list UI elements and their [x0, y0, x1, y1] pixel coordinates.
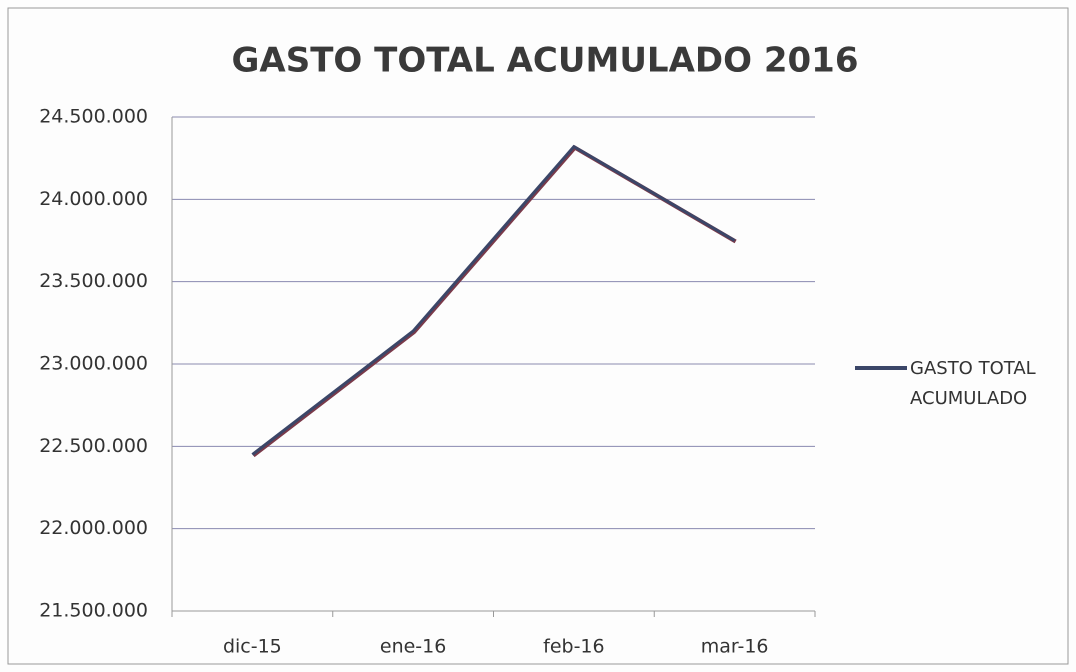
- y-tick-label: 24.500.000: [39, 106, 148, 128]
- y-tick-label: 22.000.000: [39, 517, 148, 539]
- y-tick-label: 21.500.000: [39, 600, 148, 622]
- chart-title: GASTO TOTAL ACUMULADO 2016: [232, 41, 859, 81]
- chart-border: [7, 7, 1069, 665]
- x-tick-label: mar-16: [701, 636, 769, 658]
- x-tick-label: ene-16: [380, 636, 446, 658]
- line-shadow: [252, 145, 737, 458]
- y-tick-label: 23.500.000: [39, 270, 148, 292]
- y-tick-label: 24.000.000: [39, 188, 148, 210]
- y-tick-label: 22.500.000: [39, 435, 148, 457]
- series-line: [251, 144, 736, 456]
- x-tick-label: dic-15: [223, 636, 282, 658]
- y-tick-label: 23.000.000: [39, 353, 148, 375]
- x-tick-label: feb-16: [543, 636, 604, 658]
- legend-label: GASTO TOTAL ACUMULADO: [910, 358, 1036, 409]
